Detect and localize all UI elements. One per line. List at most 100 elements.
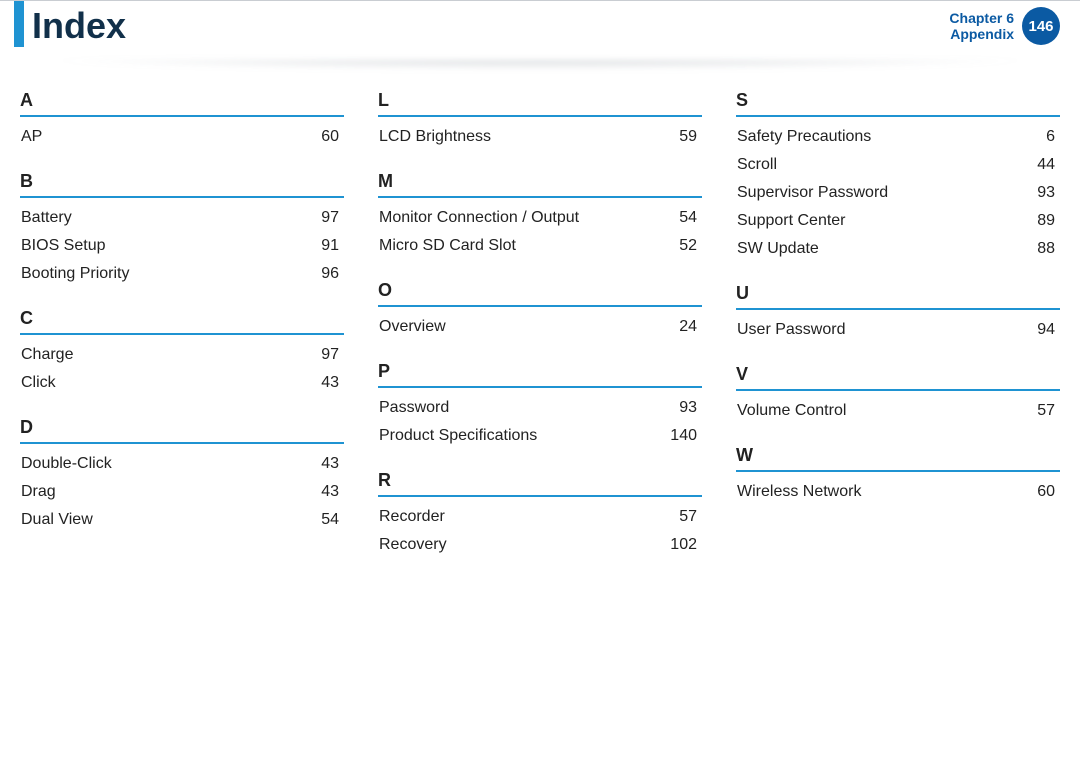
entry-term: Support Center <box>737 207 1019 235</box>
chapter-text: Chapter 6 Appendix <box>949 10 1014 42</box>
section-rule <box>378 196 702 198</box>
index-entry[interactable]: Overview24 <box>378 313 702 341</box>
index-section: M Monitor Connection / Output54Micro SD C… <box>378 171 702 260</box>
entry-page: 57 <box>661 503 701 531</box>
index-entry[interactable]: Dual View54 <box>20 506 344 534</box>
index-entry[interactable]: Supervisor Password93 <box>736 179 1060 207</box>
index-section: S Safety Precautions6Scroll44Supervisor P… <box>736 90 1060 263</box>
entry-term: Product Specifications <box>379 422 661 450</box>
section-rule <box>378 115 702 117</box>
section-letter: W <box>736 445 1060 471</box>
entry-page: 89 <box>1019 207 1059 235</box>
entry-page: 93 <box>1019 179 1059 207</box>
chapter-line1: Chapter 6 <box>949 10 1014 26</box>
entry-page: 43 <box>303 450 343 478</box>
index-entry[interactable]: LCD Brightness59 <box>378 123 702 151</box>
entry-term: Double-Click <box>21 450 303 478</box>
index-entry[interactable]: Recovery102 <box>378 531 702 559</box>
entry-page: 96 <box>303 260 343 288</box>
index-entry[interactable]: Safety Precautions6 <box>736 123 1060 151</box>
index-entry[interactable]: Monitor Connection / Output54 <box>378 204 702 232</box>
section-letter: D <box>20 417 344 443</box>
entry-page: 93 <box>661 394 701 422</box>
entry-term: AP <box>21 123 303 151</box>
entry-term: User Password <box>737 316 1019 344</box>
entry-term: Drag <box>21 478 303 506</box>
index-section: A AP60 <box>20 90 344 151</box>
index-entry[interactable]: Wireless Network60 <box>736 478 1060 506</box>
entry-page: 43 <box>303 478 343 506</box>
entry-term: Dual View <box>21 506 303 534</box>
index-entry[interactable]: Scroll44 <box>736 151 1060 179</box>
entry-term: Micro SD Card Slot <box>379 232 661 260</box>
section-rule <box>378 495 702 497</box>
entry-page: 97 <box>303 341 343 369</box>
index-entry[interactable]: Booting Priority96 <box>20 260 344 288</box>
entry-page: 52 <box>661 232 701 260</box>
index-column: L LCD Brightness59 M Monitor Connection / O… <box>378 90 702 579</box>
index-entry[interactable]: User Password94 <box>736 316 1060 344</box>
entry-term: SW Update <box>737 235 1019 263</box>
entry-page: 102 <box>661 531 701 559</box>
chapter-line2: Appendix <box>949 26 1014 42</box>
index-section: DDouble-Click43Drag43Dual View54 <box>20 417 344 534</box>
entry-term: Charge <box>21 341 303 369</box>
page-title: Index <box>32 5 126 47</box>
section-letter: B <box>20 171 344 197</box>
entry-term: Overview <box>379 313 661 341</box>
page-number: 146 <box>1028 18 1053 35</box>
section-rule <box>20 333 344 335</box>
index-entry[interactable]: Charge97 <box>20 341 344 369</box>
section-letter: O <box>378 280 702 306</box>
section-letter: L <box>378 90 702 116</box>
section-letter: P <box>378 361 702 387</box>
entry-term: BIOS Setup <box>21 232 303 260</box>
index-entry[interactable]: Password93 <box>378 394 702 422</box>
entry-term: Safety Precautions <box>737 123 1019 151</box>
index-column: A AP60 B Battery97BIOS Setup91Booting Prior… <box>20 90 344 579</box>
index-section: P Password93Product Specifications140 <box>378 361 702 450</box>
index-section: RRecorder57Recovery102 <box>378 470 702 559</box>
section-letter: M <box>378 171 702 197</box>
entry-term: Supervisor Password <box>737 179 1019 207</box>
entry-term: Recovery <box>379 531 661 559</box>
section-rule <box>20 115 344 117</box>
entry-term: Password <box>379 394 661 422</box>
header-accent-bar <box>14 1 24 47</box>
index-entry[interactable]: Support Center89 <box>736 207 1060 235</box>
index-section: U User Password94 <box>736 283 1060 344</box>
chapter-block: Chapter 6 Appendix 146 <box>949 7 1060 45</box>
section-letter: A <box>20 90 344 116</box>
entry-page: 91 <box>303 232 343 260</box>
entry-term: Scroll <box>737 151 1019 179</box>
index-entry[interactable]: SW Update88 <box>736 235 1060 263</box>
index-entry[interactable]: Product Specifications140 <box>378 422 702 450</box>
index-entry[interactable]: AP60 <box>20 123 344 151</box>
entry-page: 88 <box>1019 235 1059 263</box>
entry-term: Wireless Network <box>737 478 1019 506</box>
section-rule <box>736 470 1060 472</box>
index-section: VVolume Control57 <box>736 364 1060 425</box>
index-entry[interactable]: Battery97 <box>20 204 344 232</box>
index-entry[interactable]: Volume Control57 <box>736 397 1060 425</box>
index-entry[interactable]: BIOS Setup91 <box>20 232 344 260</box>
entry-page: 60 <box>1019 478 1059 506</box>
entry-page: 57 <box>1019 397 1059 425</box>
entry-term: Click <box>21 369 303 397</box>
index-section: CCharge97Click43 <box>20 308 344 397</box>
index-entry[interactable]: Double-Click43 <box>20 450 344 478</box>
index-entry[interactable]: Drag43 <box>20 478 344 506</box>
page-header: Index Chapter 6 Appendix 146 <box>0 0 1080 60</box>
section-letter: U <box>736 283 1060 309</box>
entry-term: Monitor Connection / Output <box>379 204 661 232</box>
entry-page: 54 <box>303 506 343 534</box>
entry-page: 60 <box>303 123 343 151</box>
entry-page: 6 <box>1019 123 1059 151</box>
entry-page: 59 <box>661 123 701 151</box>
index-entry[interactable]: Click43 <box>20 369 344 397</box>
index-column: S Safety Precautions6Scroll44Supervisor P… <box>736 90 1060 579</box>
index-entry[interactable]: Micro SD Card Slot52 <box>378 232 702 260</box>
index-entry[interactable]: Recorder57 <box>378 503 702 531</box>
entry-page: 94 <box>1019 316 1059 344</box>
section-letter: S <box>736 90 1060 116</box>
